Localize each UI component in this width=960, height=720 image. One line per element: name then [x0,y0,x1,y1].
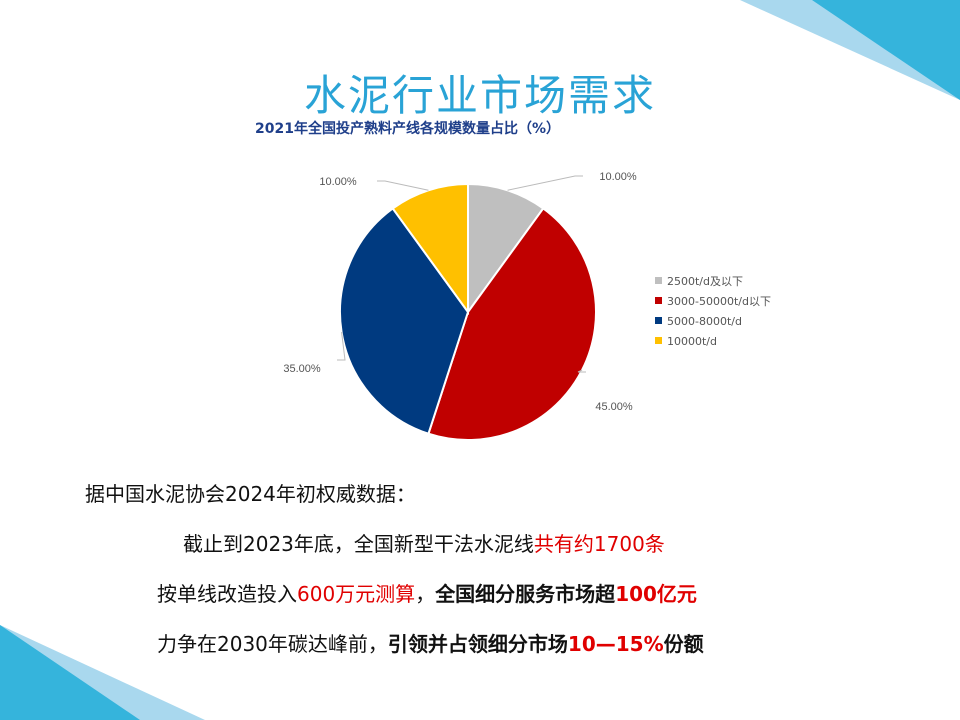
text-segment: 力争在2030年碳达峰前， [157,632,388,656]
legend-swatch [655,297,662,304]
data-label: 45.00% [595,401,633,413]
text-segment: ， [415,582,436,606]
data-label: 35.00% [283,363,321,375]
top-right-dark-triangle [812,0,960,100]
text-segment: 按单线改造投入 [157,582,297,606]
text-line-1: 据中国水泥协会2024年初权威数据： [85,478,416,507]
legend-entry: 10000t/d [667,335,717,348]
bottom-left-dark-triangle [0,625,140,720]
text-line-4: 力争在2030年碳达峰前，引领并占领细分市场10—15%份额 [157,628,704,657]
leader-line [507,175,583,191]
text-segment: 共有约1700条 [533,532,665,556]
text-segment: 600万元测算 [297,582,416,606]
slide-title: 水泥行业市场需求 [303,71,656,120]
text-segment: 10—15% [567,632,664,656]
text-segment: 据中国水泥协会2024年初权威数据： [85,482,416,506]
text-segment: 全国细分服务市场超 [435,582,616,606]
legend-swatch [655,317,662,324]
text-line-3: 按单线改造投入600万元测算，全国细分服务市场超100亿元 [157,578,697,607]
leader-line [337,331,346,361]
data-label: 10.00% [599,171,637,183]
text-segment: 100亿元 [615,582,697,606]
pie-slice [391,182,469,316]
legend-entry: 2500t/d及以下 [667,275,743,288]
chart-title: 2021年全国投产熟料产线各规模数量占比（%） [255,121,560,137]
legend-entry: 5000-8000t/d [667,315,742,328]
legend-swatch [655,277,662,284]
text-segment: 份额 [663,632,704,656]
legend-swatch [655,337,662,344]
text-line-2: 截止到2023年底，全国新型干法水泥线共有约1700条 [183,528,665,557]
leader-line [377,180,429,191]
legend-entry: 3000-50000t/d以下 [667,295,771,308]
text-segment: 引领并占领细分市场 [387,632,568,656]
pie-slice [467,182,545,316]
leader-line [577,369,586,373]
text-segment: 截止到2023年底，全国新型干法水泥线 [183,532,534,556]
data-label: 10.00% [319,176,357,188]
